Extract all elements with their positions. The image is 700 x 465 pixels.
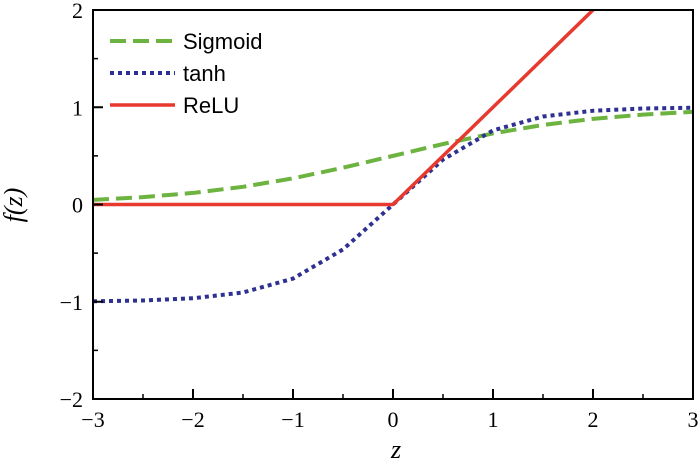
- legend-label-tanh: tanh: [183, 61, 226, 86]
- x-tick-label: 0: [388, 407, 399, 432]
- y-tick-label: −1: [60, 290, 83, 315]
- y-tick-label: 1: [72, 95, 83, 120]
- series-line-tanh: [93, 105, 693, 304]
- legend-label-sigmoid: Sigmoid: [183, 29, 262, 54]
- x-tick-label: 1: [488, 407, 499, 432]
- series-line-sigmoid: [93, 109, 693, 202]
- series-line-relu: [93, 10, 596, 207]
- x-tick-label: −3: [81, 407, 104, 432]
- x-tick-label: −1: [281, 407, 304, 432]
- x-axis-label: z: [390, 435, 401, 464]
- legend-label-relu: ReLU: [183, 93, 239, 118]
- series-layer: [93, 10, 693, 304]
- y-tick-label: 2: [72, 0, 83, 23]
- y-tick-label: −2: [60, 387, 83, 412]
- y-axis-label: f(z): [0, 188, 28, 223]
- x-tick-label: −2: [181, 407, 204, 432]
- y-tick-label: 0: [72, 193, 83, 218]
- legend: Sigmoid tanh ReLU: [110, 29, 262, 118]
- x-tick-label: 2: [588, 407, 599, 432]
- x-tick-label: 3: [688, 407, 699, 432]
